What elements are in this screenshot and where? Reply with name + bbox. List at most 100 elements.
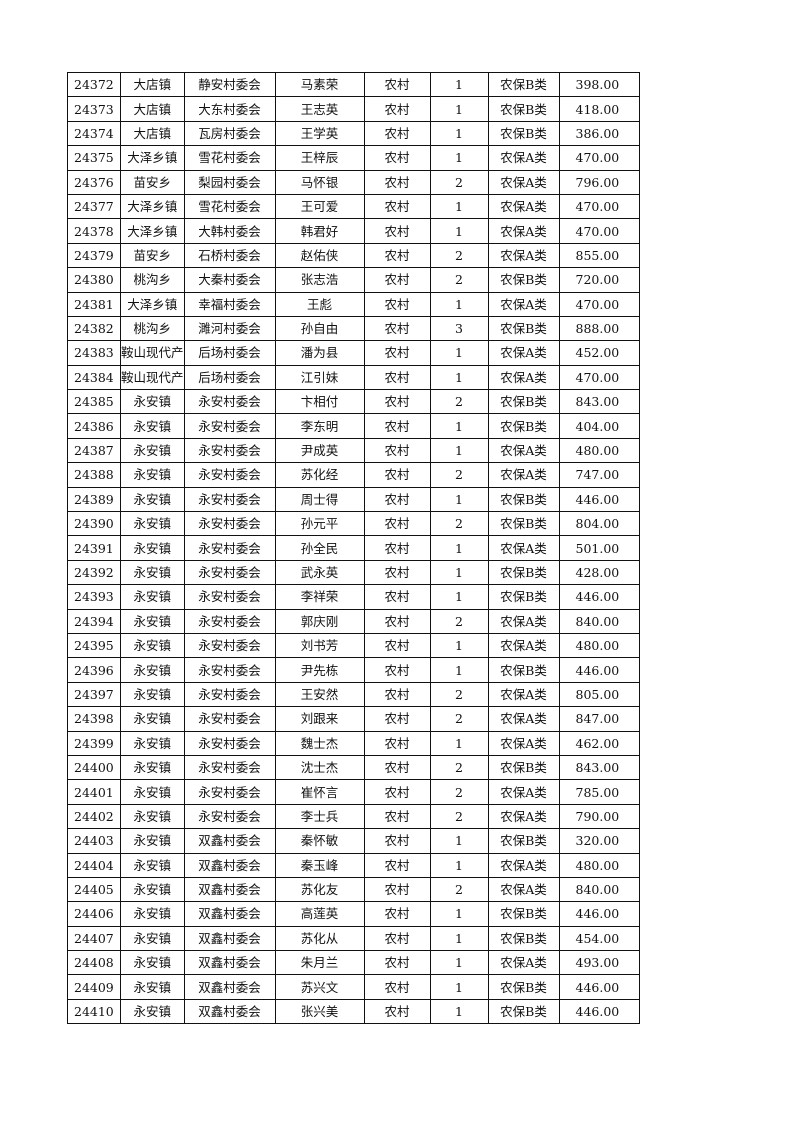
village-committee-cell: 永安村委会	[183, 486, 276, 513]
household-count-cell: 1	[429, 901, 489, 927]
village-committee-cell: 双鑫村委会	[183, 950, 276, 976]
insurance-category-cell: 农保A类	[487, 218, 560, 244]
amount-cell: 462.00	[558, 730, 640, 756]
insurance-category-cell: 农保A类	[487, 803, 560, 830]
village-committee-cell: 永安村委会	[183, 584, 276, 610]
area-type-cell: 农村	[363, 559, 431, 586]
area-type-cell: 农村	[363, 681, 431, 708]
village-committee-cell: 后场村委会	[183, 340, 276, 366]
table-row: 24404 永安镇 双鑫村委会 秦玉峰 农村 1 农保A类 480.00	[67, 852, 640, 878]
town-cell: 桃沟乡	[120, 267, 185, 293]
amount-cell: 446.00	[558, 998, 640, 1025]
amount-cell: 454.00	[558, 925, 640, 952]
insurance-category-cell: 农保B类	[487, 584, 560, 610]
village-committee-cell: 双鑫村委会	[183, 828, 276, 854]
row-number-cell: 24376	[67, 169, 121, 195]
table-row: 24380 桃沟乡 大秦村委会 张志浩 农村 2 农保B类 720.00	[67, 267, 640, 293]
insurance-category-cell: 农保B类	[487, 120, 560, 147]
insurance-category-cell: 农保A类	[487, 291, 560, 317]
household-count-cell: 2	[429, 779, 489, 805]
area-type-cell: 农村	[363, 925, 431, 952]
town-cell: 永安镇	[120, 852, 185, 878]
area-type-cell: 农村	[363, 193, 431, 220]
person-name-cell: 尹先栋	[274, 657, 365, 683]
area-type-cell: 农村	[363, 389, 431, 415]
area-type-cell: 农村	[363, 901, 431, 927]
amount-cell: 470.00	[558, 291, 640, 317]
household-count-cell: 1	[429, 486, 489, 513]
row-number-cell: 24407	[67, 925, 121, 952]
person-name-cell: 苏化经	[274, 462, 365, 488]
amount-cell: 804.00	[558, 511, 640, 537]
amount-cell: 720.00	[558, 267, 640, 293]
table-row: 24384 鞍山现代产 后场村委会 江引妹 农村 1 农保A类 470.00	[67, 364, 640, 391]
insurance-category-cell: 农保A类	[487, 632, 560, 659]
household-count-cell: 1	[429, 584, 489, 610]
person-name-cell: 魏士杰	[274, 730, 365, 756]
household-count-cell: 2	[429, 608, 489, 634]
area-type-cell: 农村	[363, 779, 431, 805]
person-name-cell: 刘书芳	[274, 632, 365, 659]
row-number-cell: 24408	[67, 950, 121, 976]
insurance-category-cell: 农保B类	[487, 389, 560, 415]
area-type-cell: 农村	[363, 511, 431, 537]
town-cell: 永安镇	[120, 389, 185, 415]
area-type-cell: 农村	[363, 486, 431, 513]
town-cell: 大泽乡镇	[120, 145, 185, 171]
town-cell: 大泽乡镇	[120, 193, 185, 220]
town-cell: 永安镇	[120, 584, 185, 610]
row-number-cell: 24377	[67, 193, 121, 220]
person-name-cell: 郭庆刚	[274, 608, 365, 634]
household-count-cell: 1	[429, 998, 489, 1025]
village-committee-cell: 永安村委会	[183, 511, 276, 537]
table-row: 24379 苗安乡 石桥村委会 赵佑侠 农村 2 农保A类 855.00	[67, 242, 640, 269]
area-type-cell: 农村	[363, 632, 431, 659]
person-name-cell: 崔怀言	[274, 779, 365, 805]
row-number-cell: 24378	[67, 218, 121, 244]
village-committee-cell: 大韩村委会	[183, 218, 276, 244]
village-committee-cell: 永安村委会	[183, 632, 276, 659]
village-committee-cell: 石桥村委会	[183, 242, 276, 269]
town-cell: 桃沟乡	[120, 315, 185, 342]
insurance-category-cell: 农保B类	[487, 925, 560, 952]
person-name-cell: 武永英	[274, 559, 365, 586]
amount-cell: 470.00	[558, 218, 640, 244]
village-committee-cell: 永安村委会	[183, 413, 276, 439]
town-cell: 永安镇	[120, 730, 185, 756]
town-cell: 永安镇	[120, 462, 185, 488]
amount-cell: 398.00	[558, 71, 640, 98]
person-name-cell: 江引妹	[274, 364, 365, 391]
household-count-cell: 1	[429, 632, 489, 659]
town-cell: 永安镇	[120, 754, 185, 781]
table-row: 24405 永安镇 双鑫村委会 苏化友 农村 2 农保A类 840.00	[67, 876, 640, 903]
table-row: 24378 大泽乡镇 大韩村委会 韩君好 农村 1 农保A类 470.00	[67, 218, 640, 244]
person-name-cell: 王学英	[274, 120, 365, 147]
household-count-cell: 2	[429, 169, 489, 195]
row-number-cell: 24379	[67, 242, 121, 269]
insurance-category-cell: 农保B类	[487, 413, 560, 439]
amount-cell: 840.00	[558, 876, 640, 903]
village-committee-cell: 永安村委会	[183, 706, 276, 732]
area-type-cell: 农村	[363, 706, 431, 732]
person-name-cell: 王梓辰	[274, 145, 365, 171]
household-count-cell: 1	[429, 535, 489, 561]
row-number-cell: 24392	[67, 559, 121, 586]
village-committee-cell: 大秦村委会	[183, 267, 276, 293]
area-type-cell: 农村	[363, 96, 431, 122]
person-name-cell: 孙元平	[274, 511, 365, 537]
village-committee-cell: 双鑫村委会	[183, 876, 276, 903]
row-number-cell: 24374	[67, 120, 121, 147]
table-row: 24406 永安镇 双鑫村委会 高莲英 农村 1 农保B类 446.00	[67, 901, 640, 927]
table-row: 24377 大泽乡镇 雪花村委会 王可爱 农村 1 农保A类 470.00	[67, 193, 640, 220]
amount-cell: 418.00	[558, 96, 640, 122]
town-cell: 永安镇	[120, 901, 185, 927]
table-row: 24386 永安镇 永安村委会 李东明 农村 1 农保B类 404.00	[67, 413, 640, 439]
insurance-category-cell: 农保A类	[487, 462, 560, 488]
household-count-cell: 2	[429, 681, 489, 708]
village-committee-cell: 双鑫村委会	[183, 901, 276, 927]
insurance-category-cell: 农保A类	[487, 852, 560, 878]
insurance-category-cell: 农保A类	[487, 535, 560, 561]
person-name-cell: 苏兴文	[274, 974, 365, 1000]
row-number-cell: 24383	[67, 340, 121, 366]
village-committee-cell: 永安村委会	[183, 730, 276, 756]
